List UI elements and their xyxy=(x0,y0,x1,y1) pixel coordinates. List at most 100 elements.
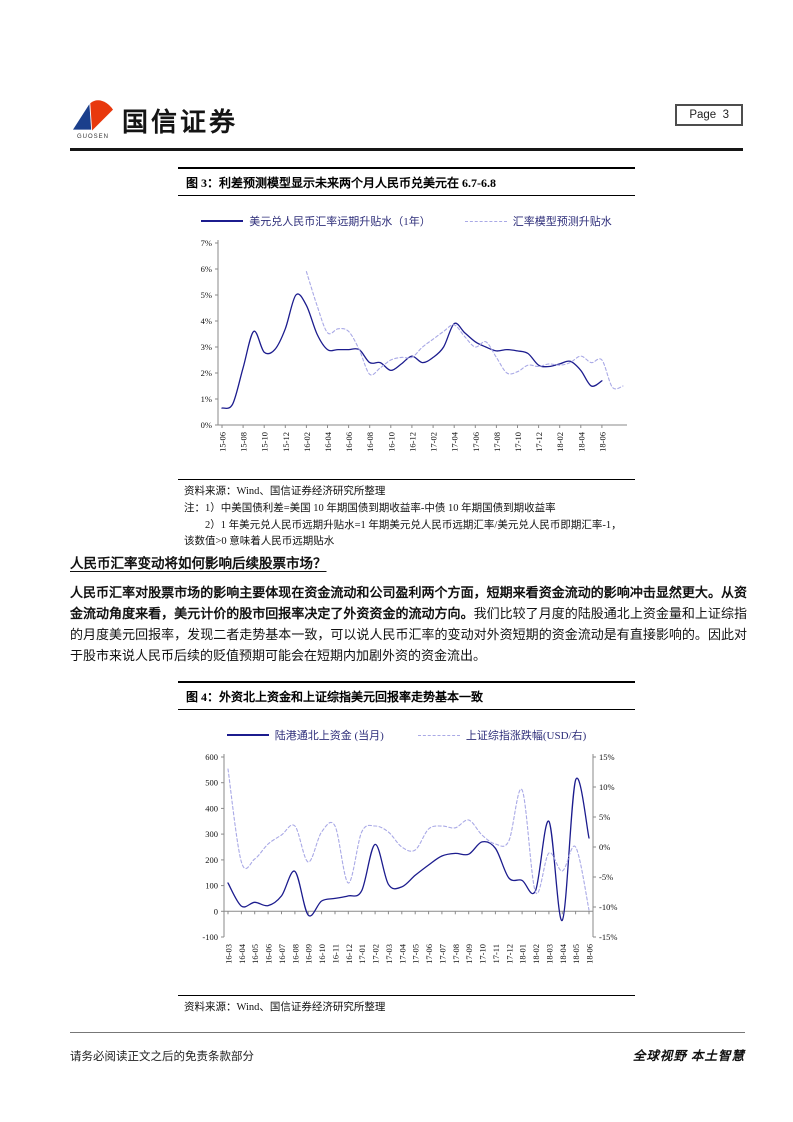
svg-text:0%: 0% xyxy=(599,842,610,852)
svg-text:16-03: 16-03 xyxy=(224,944,234,964)
figure-3-note-1: 注：1）中美国债利差=美国 10 年期国债到期收益率-中债 10 年期国债到期收… xyxy=(184,502,556,514)
figure-4-block: 图 4：外资北上资金和上证综指美元回报率走势基本一致 陆港通北上资金 (当月) … xyxy=(178,681,635,1017)
svg-text:-15%: -15% xyxy=(599,932,617,942)
svg-text:16-04: 16-04 xyxy=(237,943,247,964)
svg-text:18-02: 18-02 xyxy=(555,432,565,452)
svg-text:3%: 3% xyxy=(201,342,212,352)
svg-text:400: 400 xyxy=(205,803,218,813)
legend-item: 汇率模型预测升贴水 xyxy=(464,213,612,229)
svg-text:17-03: 17-03 xyxy=(384,944,394,964)
solid-line-sample-icon xyxy=(226,734,269,736)
body-paragraph: 人民币汇率对股票市场的影响主要体现在资金流动和公司盈利两个方面，短期来看资金流动… xyxy=(70,582,747,666)
figure-3-source: 资料来源：Wind、国信证券经济研究所整理 xyxy=(178,479,635,501)
svg-text:6%: 6% xyxy=(201,264,212,274)
legend-label: 美元兑人民币汇率远期升贴水（1年） xyxy=(249,216,431,228)
svg-text:18-04: 18-04 xyxy=(558,943,568,964)
svg-text:17-09: 17-09 xyxy=(464,944,474,964)
figure-4-source: 资料来源：Wind、国信证券经济研究所整理 xyxy=(178,995,635,1017)
svg-text:500: 500 xyxy=(205,778,218,788)
guosen-diamond-logo-icon xyxy=(73,100,113,131)
svg-text:17-10: 17-10 xyxy=(513,432,523,452)
svg-text:600: 600 xyxy=(205,752,218,762)
forward-premium-chart: 0% 1% 2% 3% 4% 5% 6% 7% 15-06 15-08 15-10 15-12 16-0… xyxy=(201,238,627,452)
footer-slogan: 全球视野 本土智慧 xyxy=(632,1049,745,1063)
svg-text:16-06: 16-06 xyxy=(264,944,274,964)
svg-text:15-06: 15-06 xyxy=(218,432,228,452)
svg-text:200: 200 xyxy=(205,855,218,865)
page-number-box: Page 3 xyxy=(675,104,743,126)
footer-disclaimer: 请务必阅读正文之后的免责条款部分 xyxy=(70,1051,254,1063)
svg-text:16-12: 16-12 xyxy=(344,944,354,964)
svg-text:18-05: 18-05 xyxy=(571,944,581,964)
svg-text:18-04: 18-04 xyxy=(576,431,586,452)
svg-text:17-11: 17-11 xyxy=(491,944,501,964)
figure-3-block: 图 3：利差预测模型显示未来两个月人民币兑美元在 6.7-6.8 美元兑人民币汇… xyxy=(178,167,635,551)
legend-item: 上证综指涨跌幅(USD/右) xyxy=(417,727,587,743)
svg-text:16-12: 16-12 xyxy=(407,432,417,452)
svg-text:17-12: 17-12 xyxy=(534,432,544,452)
svg-text:17-04: 17-04 xyxy=(397,943,407,964)
figure-4-legend: 陆港通北上资金 (当月) 上证综指涨跌幅(USD/右) xyxy=(178,727,635,743)
figure-3-legend: 美元兑人民币汇率远期升贴水（1年） 汇率模型预测升贴水 xyxy=(178,213,635,229)
legend-label: 上证综指涨跌幅(USD/右) xyxy=(465,730,587,742)
svg-text:16-11: 16-11 xyxy=(331,944,341,964)
svg-text:17-05: 17-05 xyxy=(411,944,421,964)
header-rule xyxy=(70,148,743,151)
svg-text:-10%: -10% xyxy=(599,902,617,912)
svg-text:5%: 5% xyxy=(201,290,212,300)
svg-text:4%: 4% xyxy=(201,316,212,326)
dashed-line-sample-icon xyxy=(464,220,507,222)
svg-text:0: 0 xyxy=(214,906,218,916)
logo-subtext: GUOSEN xyxy=(76,134,109,140)
solid-line-sample-icon xyxy=(201,220,244,222)
figure-3-note-2: 2）1 年美元兑人民币远期升贴水=1 年期美元兑人民币远期汇率/美元兑人民币即期… xyxy=(184,519,622,548)
dashed-line-sample-icon xyxy=(417,734,460,736)
svg-text:16-10: 16-10 xyxy=(317,944,327,964)
svg-text:18-03: 18-03 xyxy=(544,944,554,964)
svg-text:-100: -100 xyxy=(202,932,218,942)
legend-item: 陆港通北上资金 (当月) xyxy=(226,727,384,743)
paragraph-rest: 我们比较了月度的陆股通北上资金量和上证综指的月度美元回报率，发现二者走势基本一致… xyxy=(70,606,747,664)
svg-text:15-12: 15-12 xyxy=(281,432,291,452)
guosen-logo: GUOSEN 国信证券 xyxy=(70,96,238,140)
svg-text:17-06: 17-06 xyxy=(471,432,481,452)
northbound-flows-chart: -100 0 100 200 300 400 500 600 -15% -10% -5% 0% 5% 10… xyxy=(202,752,617,964)
svg-text:18-06: 18-06 xyxy=(585,944,595,964)
svg-text:7%: 7% xyxy=(201,238,212,248)
svg-text:17-10: 17-10 xyxy=(478,944,488,964)
svg-text:16-10: 16-10 xyxy=(386,432,396,452)
page-header: GUOSEN 国信证券 Page 3 xyxy=(70,96,743,140)
svg-text:300: 300 xyxy=(205,829,218,839)
legend-label: 汇率模型预测升贴水 xyxy=(512,216,612,228)
svg-text:100: 100 xyxy=(205,881,218,891)
svg-text:16-08: 16-08 xyxy=(365,432,375,452)
svg-text:18-01: 18-01 xyxy=(518,944,528,964)
figure-4-title: 图 4：外资北上资金和上证综指美元回报率走势基本一致 xyxy=(178,681,635,710)
svg-text:16-04: 16-04 xyxy=(323,431,333,452)
svg-text:15%: 15% xyxy=(599,752,615,762)
svg-text:17-04: 17-04 xyxy=(450,431,460,452)
svg-text:15-10: 15-10 xyxy=(260,432,270,452)
svg-text:10%: 10% xyxy=(599,782,615,792)
logo-icon-wrap: GUOSEN xyxy=(70,96,116,140)
svg-text:5%: 5% xyxy=(599,812,610,822)
svg-text:2%: 2% xyxy=(201,368,212,378)
svg-text:18-06: 18-06 xyxy=(597,432,607,452)
svg-text:16-07: 16-07 xyxy=(277,944,287,964)
svg-text:17-08: 17-08 xyxy=(451,944,461,964)
svg-text:17-08: 17-08 xyxy=(492,432,502,452)
svg-text:16-08: 16-08 xyxy=(290,944,300,964)
svg-text:1%: 1% xyxy=(201,394,212,404)
svg-text:17-06: 17-06 xyxy=(424,944,434,964)
page-footer: 请务必阅读正文之后的免责条款部分 全球视野 本土智慧 xyxy=(70,1032,745,1064)
svg-text:16-05: 16-05 xyxy=(250,944,260,964)
svg-text:17-12: 17-12 xyxy=(504,944,514,964)
svg-text:0%: 0% xyxy=(201,420,212,430)
svg-text:18-02: 18-02 xyxy=(531,944,541,964)
figure-3-title: 图 3：利差预测模型显示未来两个月人民币兑美元在 6.7-6.8 xyxy=(178,167,635,196)
svg-text:-5%: -5% xyxy=(599,872,613,882)
svg-text:17-02: 17-02 xyxy=(371,944,381,964)
svg-text:16-02: 16-02 xyxy=(302,432,312,452)
section-heading: 人民币汇率变动将如何影响后续股票市场？ xyxy=(70,556,327,571)
